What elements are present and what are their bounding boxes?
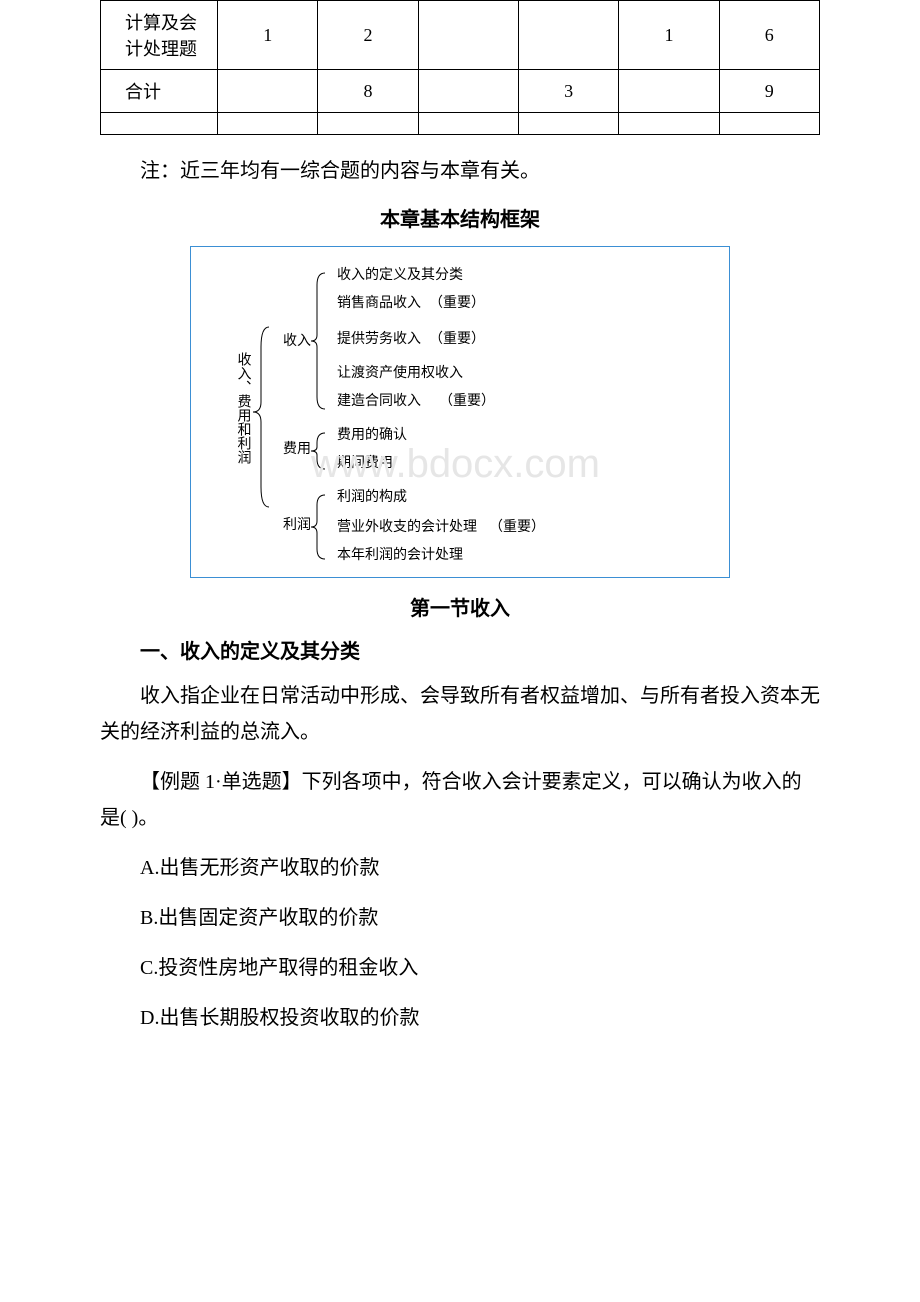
table-cell — [418, 1, 518, 70]
tree-branch-label: 利润 — [283, 517, 311, 533]
table-cell — [418, 70, 518, 113]
table-cell — [518, 113, 618, 135]
table-cell: 合计 — [101, 70, 218, 113]
table-cell: 6 — [719, 1, 819, 70]
important-marker: （重要） — [429, 295, 485, 311]
table-row: 合计 8 3 9 — [101, 70, 820, 113]
tree-root-label: 收入、费用和利润 — [236, 352, 252, 464]
table-cell: 9 — [719, 70, 819, 113]
tree-leaf: 费用的确认 — [337, 427, 407, 443]
tree-leaf: 营业外收支的会计处理 — [337, 519, 477, 535]
tree-diagram-svg: 收入、费用和利润 收入 收入的定义及其分类 销售商品收入 （重要） 提供劳务收入… — [191, 247, 731, 577]
tree-leaf: 提供劳务收入 — [337, 331, 421, 347]
table-cell: 1 — [218, 1, 318, 70]
tree-leaf: 利润的构成 — [337, 489, 407, 505]
summary-table: 计算及会计处理题 1 2 1 6 合计 8 3 9 — [100, 0, 820, 135]
important-marker: （重要） — [489, 519, 545, 535]
table-cell — [619, 113, 719, 135]
tree-leaf: 销售商品收入 — [337, 295, 421, 311]
question-option: A.出售无形资产收取的价款 — [100, 850, 820, 886]
structure-tree-box: www.bdocx.com 收入、费用和利润 收入 收入的定义及其分类 销售商品… — [190, 246, 730, 578]
table-cell — [418, 113, 518, 135]
table-cell — [619, 70, 719, 113]
table-cell: 3 — [518, 70, 618, 113]
question-option: C.投资性房地产取得的租金收入 — [100, 950, 820, 986]
table-row — [101, 113, 820, 135]
tree-branch-label: 费用 — [283, 441, 311, 457]
tree-branch-label: 收入 — [283, 333, 311, 349]
tree-leaf: 本年利润的会计处理 — [337, 547, 463, 563]
note-text: 注：近三年均有一综合题的内容与本章有关。 — [100, 153, 820, 189]
question-option: B.出售固定资产收取的价款 — [100, 900, 820, 936]
table-row: 计算及会计处理题 1 2 1 6 — [101, 1, 820, 70]
important-marker: （重要） — [439, 393, 495, 409]
table-cell: 计算及会计处理题 — [101, 1, 218, 70]
frame-title: 本章基本结构框架 — [100, 203, 820, 232]
tree-leaf: 让渡资产使用权收入 — [337, 364, 463, 381]
tree-leaf: 建造合同收入 — [337, 393, 421, 409]
table-cell — [218, 70, 318, 113]
question-stem: 【例题 1·单选题】下列各项中，符合收入会计要素定义，可以确认为收入的是( )。 — [100, 764, 820, 836]
important-marker: （重要） — [429, 331, 485, 347]
table-cell — [218, 113, 318, 135]
table-cell: 1 — [619, 1, 719, 70]
question-option: D.出售长期股权投资收取的价款 — [100, 1000, 820, 1036]
table-cell — [318, 113, 418, 135]
tree-leaf: 收入的定义及其分类 — [337, 267, 463, 283]
table-cell — [719, 113, 819, 135]
document-page: 计算及会计处理题 1 2 1 6 合计 8 3 9 注：近三年均有一综合题 — [0, 0, 920, 1110]
table-cell — [101, 113, 218, 135]
table-cell: 2 — [318, 1, 418, 70]
subsection-title: 一、收入的定义及其分类 — [100, 635, 820, 664]
definition-text: 收入指企业在日常活动中形成、会导致所有者权益增加、与所有者投入资本无关的经济利益… — [100, 678, 820, 750]
table-cell — [518, 1, 618, 70]
section-title: 第一节收入 — [100, 592, 820, 621]
tree-leaf: 期间费用 — [337, 455, 393, 471]
table-cell: 8 — [318, 70, 418, 113]
